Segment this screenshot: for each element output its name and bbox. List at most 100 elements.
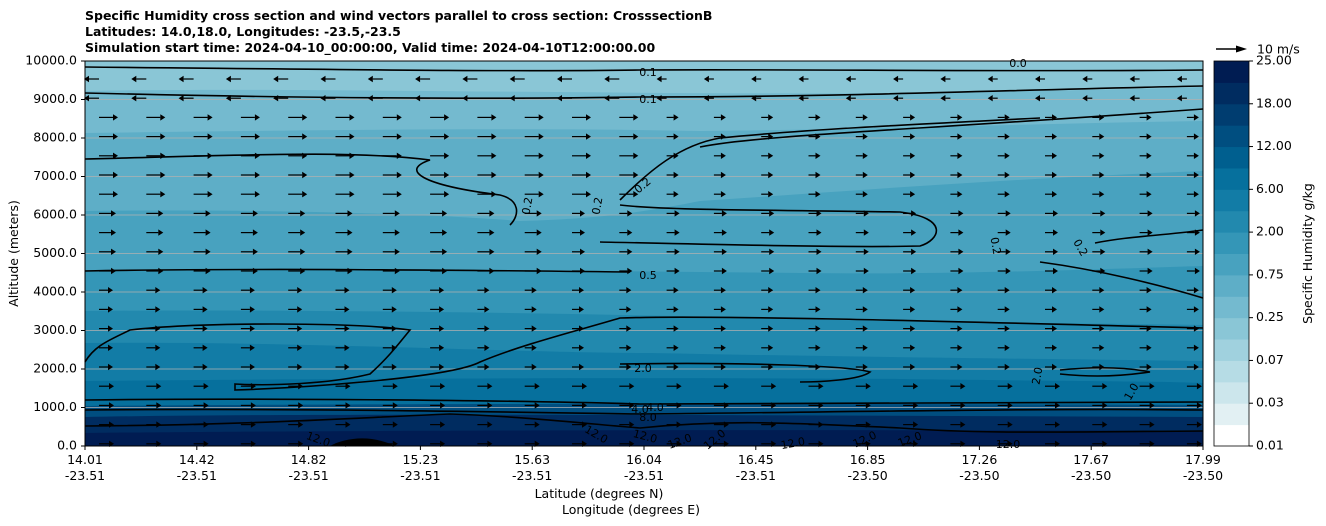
wind-vector xyxy=(950,229,964,236)
wind-vector-head xyxy=(1102,383,1108,390)
wind-vector-head xyxy=(1053,267,1058,275)
wind-vector-head xyxy=(815,114,821,121)
wind-vector xyxy=(557,75,572,83)
wind-vector-head xyxy=(769,267,775,275)
wind-vector-head xyxy=(1100,248,1106,255)
wind-vector xyxy=(462,75,478,83)
wind-vector xyxy=(855,287,868,294)
wind-vector xyxy=(619,248,633,255)
wind-vector xyxy=(713,440,729,447)
wind-vector xyxy=(335,133,355,140)
wind-vector xyxy=(761,267,775,275)
wind-vector xyxy=(619,287,632,294)
wind-vector-head xyxy=(203,421,209,428)
wind-vector-head xyxy=(673,344,679,351)
wind-vector xyxy=(666,402,682,409)
contour-line-11 xyxy=(619,362,1151,383)
wind-vector-head xyxy=(1099,363,1105,371)
wind-vector-head xyxy=(627,210,633,217)
wind-vector-head xyxy=(626,306,632,313)
wind-vector xyxy=(430,440,446,447)
wind-vector xyxy=(1092,133,1105,140)
wind-vector-head xyxy=(604,95,610,102)
wind-vector xyxy=(99,440,114,447)
wind-vector xyxy=(572,171,591,179)
wind-vector xyxy=(619,133,639,140)
wind-vector-head xyxy=(815,344,821,351)
wind-vector-head xyxy=(862,325,868,332)
wind-vector xyxy=(430,191,450,198)
wind-vector xyxy=(713,363,726,371)
wind-vector xyxy=(524,402,540,409)
wind-vector xyxy=(524,267,542,275)
contour-line-6 xyxy=(599,204,938,248)
wind-vector xyxy=(903,152,916,159)
wind-vector xyxy=(178,95,194,102)
wind-vector xyxy=(193,383,209,390)
wind-vector xyxy=(903,171,916,179)
wind-vector xyxy=(1045,344,1057,351)
wind-vector xyxy=(1092,421,1108,428)
wind-vector xyxy=(713,114,726,121)
wind-vector xyxy=(713,306,726,313)
wind-vector-head xyxy=(298,421,304,428)
wind-vector xyxy=(855,114,868,121)
wind-vector-head xyxy=(1035,95,1040,102)
wind-vector-head xyxy=(580,229,585,236)
wind-vector xyxy=(430,248,448,255)
wind-vector-head xyxy=(349,114,355,121)
wind-vector xyxy=(430,171,450,179)
wind-vector-head xyxy=(862,114,868,121)
wind-vector xyxy=(1092,210,1106,217)
wind-vector xyxy=(146,287,161,294)
wind-vector xyxy=(1186,421,1202,428)
wind-vector xyxy=(619,325,632,332)
wind-vector-head xyxy=(1052,325,1057,332)
wind-vector xyxy=(193,229,211,236)
colorbar-swatch-0 xyxy=(1214,424,1249,447)
wind-vector-head xyxy=(538,152,544,159)
wind-vector xyxy=(1139,344,1152,351)
wind-vector xyxy=(903,421,919,428)
wind-vector xyxy=(604,75,620,83)
wind-vector xyxy=(99,325,113,332)
wind-vector-head xyxy=(1099,306,1105,313)
wind-vector-head xyxy=(439,344,445,351)
wind-vector-head xyxy=(910,325,916,332)
wind-vector-head xyxy=(444,152,450,159)
wind-vector-head xyxy=(1193,114,1199,121)
wind-vector-head xyxy=(723,421,729,428)
wind-vector xyxy=(808,421,824,428)
wind-vector-head xyxy=(673,306,679,313)
wind-vector xyxy=(382,267,400,275)
wind-vector-head xyxy=(768,287,774,294)
wind-vector xyxy=(1176,95,1187,102)
contour-line-1 xyxy=(84,66,1204,72)
wind-vector-head xyxy=(1004,306,1010,313)
wind-vector-head xyxy=(84,75,89,83)
contour-label-7: 0.2 xyxy=(988,236,1004,255)
wind-vector xyxy=(666,229,680,236)
wind-vector xyxy=(288,325,303,332)
wind-vector-head xyxy=(629,421,635,428)
wind-vector-head xyxy=(252,267,258,275)
wind-vector-head xyxy=(1193,152,1199,159)
wind-vector-head xyxy=(1129,95,1135,102)
wind-vector-head xyxy=(768,152,774,159)
wind-vector-head xyxy=(442,210,448,217)
wind-vector xyxy=(99,344,113,351)
wind-vector-head xyxy=(302,133,308,140)
wind-vector xyxy=(430,267,448,275)
wind-vector xyxy=(808,402,824,409)
wind-vector xyxy=(477,210,495,217)
wind-vector xyxy=(240,344,255,351)
wind-vector-head xyxy=(771,402,777,409)
wind-vector xyxy=(193,306,208,313)
wind-vector xyxy=(240,191,260,198)
wind-vector-head xyxy=(538,114,544,121)
wind-vector xyxy=(335,325,350,332)
wind-vector-head xyxy=(442,248,448,255)
wind-vector-head xyxy=(1149,440,1155,447)
wind-vector xyxy=(997,114,1010,121)
x-tick-lat-5: 16.04 xyxy=(626,452,662,467)
